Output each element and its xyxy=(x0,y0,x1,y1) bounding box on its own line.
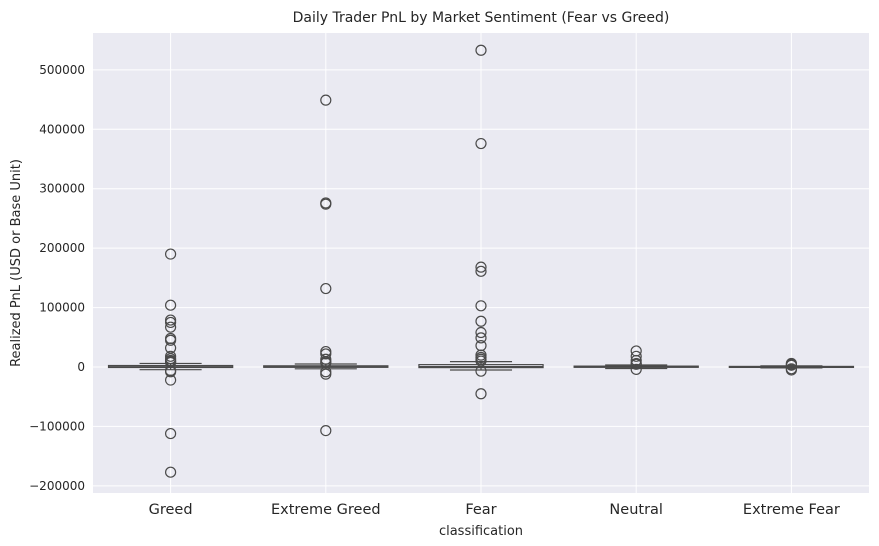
y-tick-label: −100000 xyxy=(29,419,85,433)
box-neutral xyxy=(573,345,699,375)
x-tick-labels: Greed Extreme Greed Fear Neutral Extreme Fea… xyxy=(149,502,840,518)
y-tick-label: 200000 xyxy=(39,241,85,255)
outlier-point xyxy=(475,388,487,400)
box-fear xyxy=(418,44,544,400)
outlier-point xyxy=(165,466,177,478)
outlier-point xyxy=(785,359,798,371)
box-series xyxy=(107,44,855,478)
outlier-point xyxy=(630,354,642,367)
x-tick-label: Extreme Fear xyxy=(743,502,840,518)
outlier-point xyxy=(320,368,332,380)
y-tick-label: 0 xyxy=(77,360,85,374)
outlier-point xyxy=(320,424,332,437)
outlier-point xyxy=(165,299,177,311)
outlier-point xyxy=(165,334,177,346)
outlier-point xyxy=(165,356,177,369)
outlier-point xyxy=(475,326,487,339)
outlier-point xyxy=(165,366,177,378)
outlier-point xyxy=(165,316,177,329)
box-extreme-greed xyxy=(263,94,389,437)
outlier-point xyxy=(475,137,487,150)
outlier-point xyxy=(165,342,177,354)
outlier-point xyxy=(165,374,177,386)
outlier-point xyxy=(475,365,487,377)
outlier-point xyxy=(630,358,642,370)
outlier-point xyxy=(320,94,332,106)
outlier-point xyxy=(475,44,487,56)
x-tick-label: Greed xyxy=(149,502,193,518)
outlier-point xyxy=(475,300,487,312)
outlier-point xyxy=(475,315,487,327)
outlier-point xyxy=(320,282,332,295)
box-extreme-fear xyxy=(728,357,855,376)
outlier-point xyxy=(165,321,177,333)
outlier-point xyxy=(165,248,177,260)
y-tick-labels: −200000 −100000 0 100000 200000 300000 400000 5… xyxy=(29,63,85,493)
outlier-point xyxy=(630,350,642,362)
y-tick-label: 300000 xyxy=(39,182,85,196)
chart-title: Daily Trader PnL by Market Sentiment (Fe… xyxy=(293,10,670,26)
outlier-point xyxy=(475,261,487,273)
y-tick-label: 500000 xyxy=(39,63,85,77)
outlier-point xyxy=(320,348,332,360)
outlier-point xyxy=(630,363,642,375)
box-greed xyxy=(107,248,234,478)
x-axis-label: classification xyxy=(439,524,523,539)
outlier-point xyxy=(320,198,332,210)
outlier-point xyxy=(320,357,332,369)
y-tick-label: 100000 xyxy=(39,301,85,315)
y-tick-label: −200000 xyxy=(29,479,85,493)
y-tick-label: 400000 xyxy=(39,122,85,136)
outlier-point xyxy=(785,364,798,376)
y-axis-label: Realized PnL (USD or Base Unit) xyxy=(9,159,24,367)
x-tick-label: Neutral xyxy=(609,502,663,518)
x-tick-label: Fear xyxy=(465,502,496,518)
outlier-point xyxy=(475,332,487,344)
x-tick-label: Extreme Greed xyxy=(271,502,381,518)
outlier-point xyxy=(165,427,177,440)
outlier-point xyxy=(475,265,487,277)
